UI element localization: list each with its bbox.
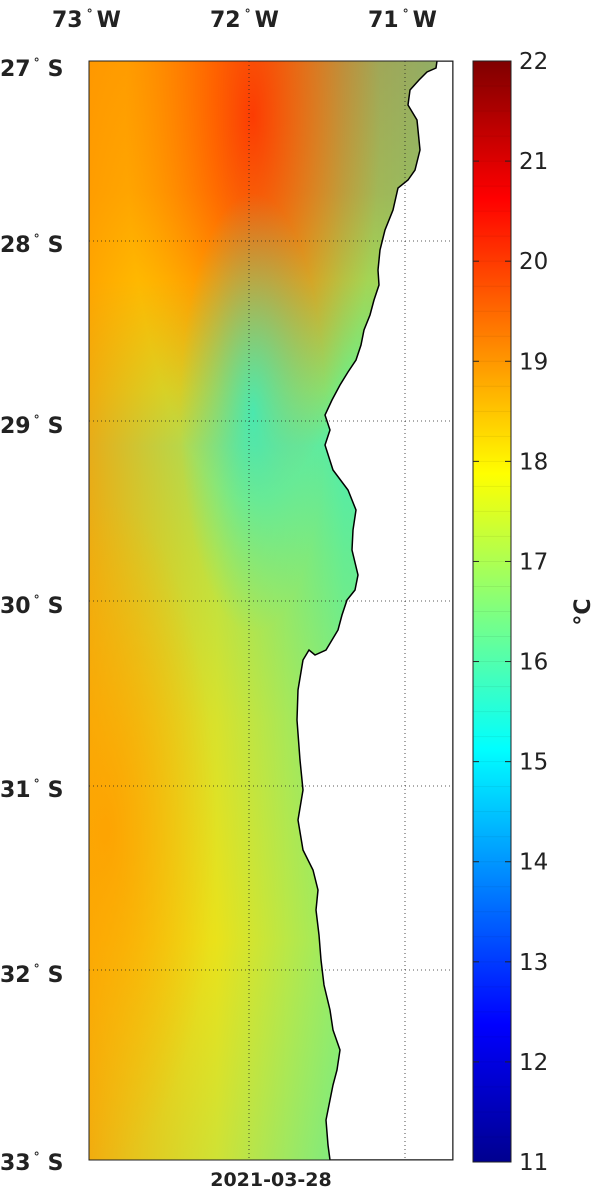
colorbar-tick-label: 11 <box>519 1150 548 1176</box>
colorbar: 11 12 13 14 15 16 17 18 19 20 21 22 °C <box>472 49 593 1176</box>
colorbar-tick-label: 21 <box>519 149 548 175</box>
lon-label-72: 72 ° W <box>210 7 279 33</box>
colorbar-bands <box>473 85 511 1138</box>
lat-labels: 27 ° S 28 ° S 29 ° S 30 ° S 31 ° S 32 ° S 33 ° S <box>0 56 63 1176</box>
temperature-field <box>89 61 453 1160</box>
colorbar-unit-label: °C <box>571 598 593 625</box>
colorbar-tick-label: 22 <box>519 49 548 75</box>
lon-labels: 73 ° W 72 ° W 71 ° W <box>52 7 437 33</box>
land-mask <box>296 61 453 1160</box>
colorbar-frame <box>472 60 512 1163</box>
colorbar-tick-label: 13 <box>519 950 548 976</box>
lon-label-71: 71 ° W <box>368 7 437 33</box>
map-frame <box>88 60 454 1161</box>
date-label: 2021-03-28 <box>210 1169 332 1188</box>
colorbar-tick-label: 17 <box>519 549 548 575</box>
colorbar-tick-label: 12 <box>519 1050 548 1076</box>
lat-label-32: 32 ° S <box>0 962 63 988</box>
colorbar-tick-label: 19 <box>519 349 548 375</box>
colorbar-tick-label: 18 <box>519 449 548 475</box>
lat-label-30: 30 ° S <box>0 593 63 619</box>
lat-label-29: 29 ° S <box>0 413 63 439</box>
lat-label-31: 31 ° S <box>0 777 63 803</box>
graticule <box>89 61 453 1160</box>
lat-label-27: 27 ° S <box>0 56 63 82</box>
lon-label-73: 73 ° W <box>52 7 121 33</box>
colorbar-gradient <box>473 61 511 1162</box>
lat-label-28: 28 ° S <box>0 232 63 258</box>
colorbar-tick-label: 14 <box>519 850 548 876</box>
lat-label-33: 33 ° S <box>0 1150 63 1176</box>
colorbar-tick-label: 15 <box>519 750 548 776</box>
colorbar-tick-label: 16 <box>519 650 548 676</box>
colorbar-ticks: 11 12 13 14 15 16 17 18 19 20 21 22 <box>473 49 548 1176</box>
colorbar-tick-label: 20 <box>519 249 548 275</box>
